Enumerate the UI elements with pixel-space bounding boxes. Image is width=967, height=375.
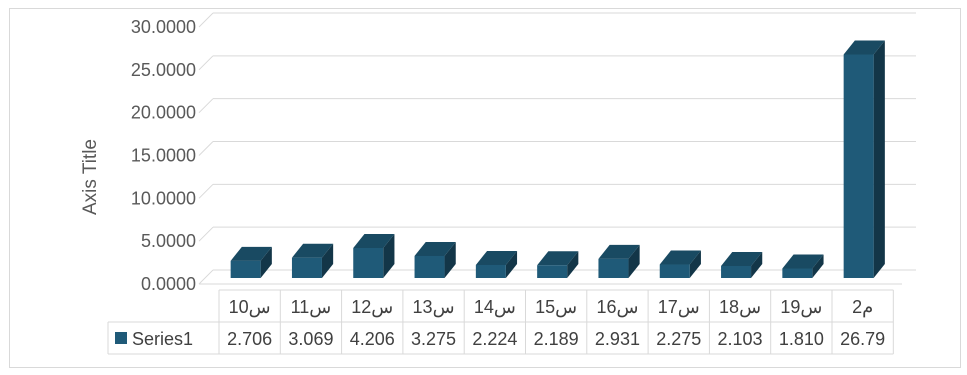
- x-category-label: س11: [291, 297, 332, 318]
- gridline-side: [198, 98, 214, 114]
- gridline-side: [198, 141, 214, 156]
- x-category-label: س14: [474, 297, 516, 318]
- grid-layer: [198, 12, 916, 285]
- data-value-label: 2.224: [472, 329, 517, 349]
- data-value-label: 2.275: [656, 329, 701, 349]
- series-name: Series1: [132, 329, 193, 349]
- gridline-side: [198, 226, 214, 242]
- y-tick-labels: 0.0000 5.0000 10.0000 15.0000 20.0000 25.0000…: [131, 17, 196, 294]
- y-tick-label: 30.0000: [131, 17, 196, 37]
- x-category-label: س13: [413, 297, 455, 318]
- x-category-label: س17: [658, 297, 700, 318]
- bar: [598, 244, 640, 278]
- gridline-side: [198, 269, 214, 285]
- data-table: س10 س11 س12 س13 س14 س15 س16 س17 س18 س19 م2 Series1 2…: [107, 289, 894, 355]
- x-category-label: م2: [852, 297, 873, 318]
- x-category-label: س19: [780, 297, 822, 318]
- data-value-label: 2.931: [595, 329, 640, 349]
- data-value-label: 2.706: [227, 329, 272, 349]
- bar: [843, 40, 885, 279]
- bar: [721, 251, 763, 278]
- y-axis-title: Axis Title: [80, 139, 101, 215]
- y-tick-label: 20.0000: [131, 103, 196, 123]
- chart-frame: [9, 8, 961, 368]
- y-tick-label: 0.0000: [141, 274, 196, 294]
- x-category-label: س10: [229, 297, 271, 318]
- bar: [782, 254, 824, 278]
- x-category-label: س16: [596, 297, 638, 318]
- x-category-label: س12: [351, 297, 393, 318]
- bar-layer: [230, 40, 885, 279]
- x-category-label: س15: [535, 297, 577, 318]
- data-value-label: 2.103: [718, 329, 763, 349]
- legend-key: [115, 332, 127, 344]
- y-tick-label: 15.0000: [131, 146, 196, 166]
- data-value-label: 1.810: [779, 329, 824, 349]
- gridline-side: [198, 55, 214, 71]
- data-value-label: 2.189: [534, 329, 579, 349]
- data-value-label: 3.275: [411, 329, 456, 349]
- data-value-label: 26.79: [840, 329, 885, 349]
- bar: [291, 243, 334, 278]
- bar: [230, 246, 272, 278]
- bar: [353, 233, 395, 278]
- y-tick-label: 25.0000: [131, 60, 196, 80]
- y-tick-label: 10.0000: [131, 188, 196, 208]
- bar: [659, 250, 701, 278]
- gridline-side: [198, 183, 214, 199]
- bar: [537, 251, 579, 278]
- bar: [414, 241, 456, 278]
- data-value-label: 4.206: [350, 329, 395, 349]
- bar: [475, 250, 518, 278]
- data-value-label: 3.069: [288, 329, 333, 349]
- x-category-label: س18: [719, 297, 761, 318]
- y-tick-label: 5.0000: [141, 231, 196, 251]
- gridline-side: [198, 12, 214, 28]
